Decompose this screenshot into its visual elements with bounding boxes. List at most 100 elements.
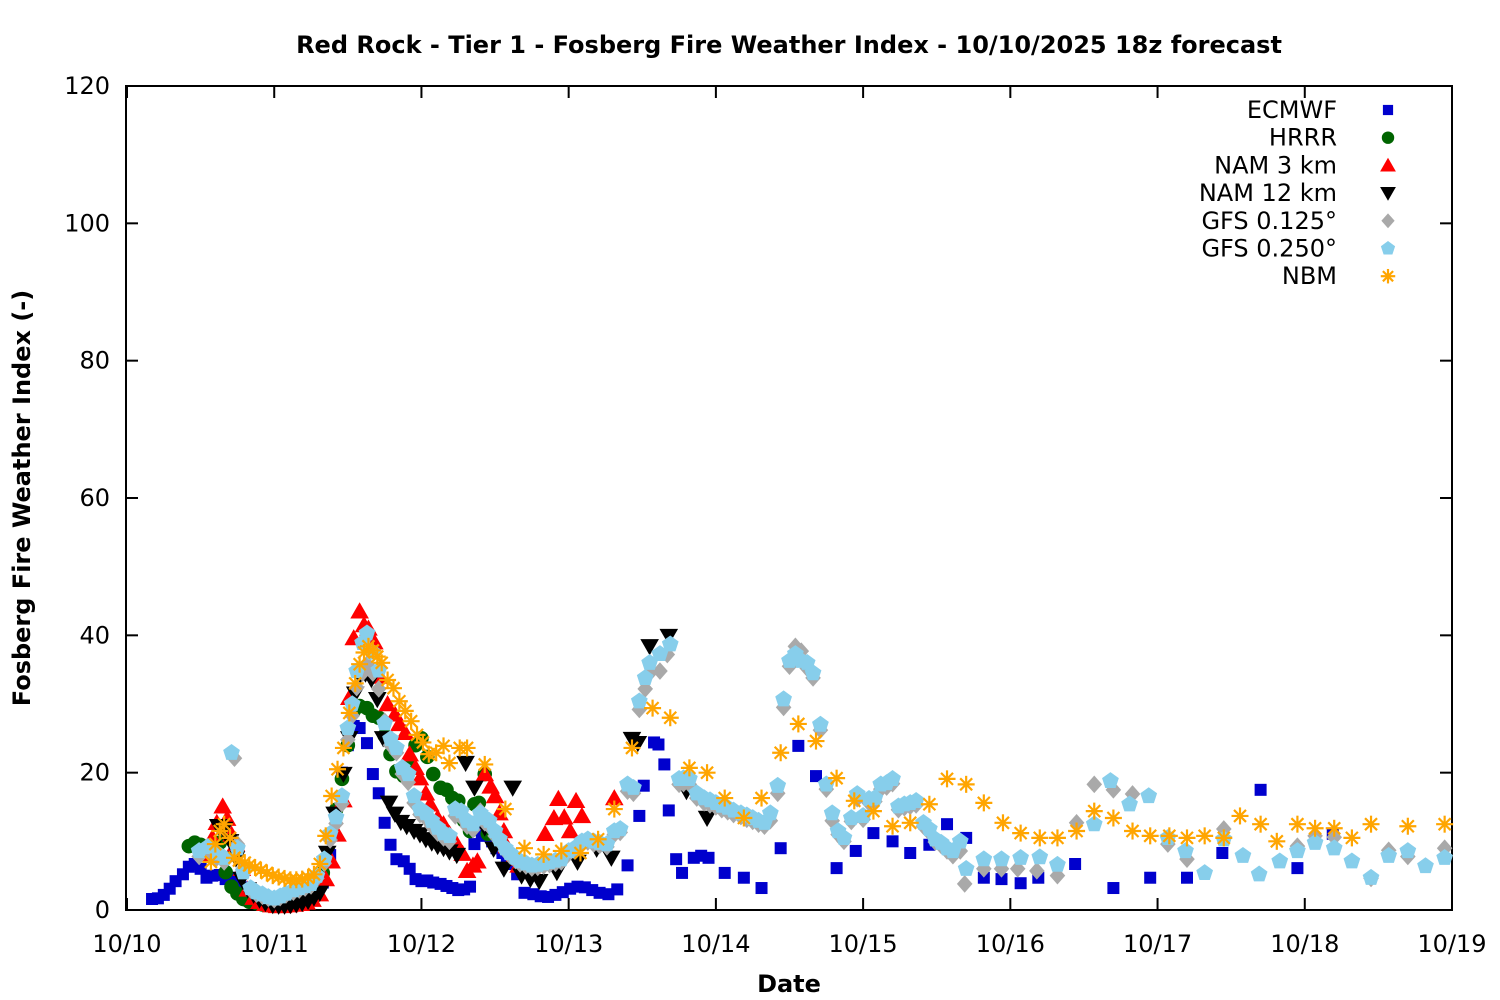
data-point [993,850,1010,867]
data-point [661,709,679,727]
x-tick-label: 10/17 [1123,930,1192,958]
data-point [311,855,329,873]
legend-item-gfs-0-125: GFS 0.125° [1201,207,1395,235]
data-point [1291,862,1304,875]
data-point [211,822,229,840]
data-point [755,882,768,895]
data-point [886,835,899,848]
legend-item-nbm: NBM [1282,262,1396,290]
legend-item-ecmwf: ECMWF [1247,96,1394,124]
data-point [737,871,750,884]
y-tick-label: 20 [79,759,110,787]
data-point [317,827,335,845]
data-point [956,875,973,893]
data-point [464,880,477,893]
data-point [1343,829,1361,847]
data-point [399,765,417,782]
data-point [334,739,352,757]
data-point [1012,824,1030,842]
data-point [698,764,716,782]
data-point [995,873,1008,886]
data-point [1216,847,1229,860]
data-point [1140,787,1158,804]
data-point [901,814,919,832]
data-point [366,768,379,781]
legend-item-gfs-0-250: GFS 0.250° [1201,235,1396,263]
data-point [807,732,825,750]
data-point [628,735,648,753]
data-point [605,800,623,818]
data-point [1362,815,1380,833]
data-point [554,808,574,825]
data-point [447,847,467,865]
data-point [339,719,357,736]
data-point [1306,833,1324,850]
data-point [828,769,846,787]
data-point [718,866,731,879]
data-point [716,789,734,807]
data-point [465,780,484,797]
legend-label: ECMWF [1247,96,1337,124]
data-point [403,862,416,875]
data-point [535,824,555,841]
legend-label: NAM 12 km [1199,179,1337,207]
y-tick-label: 40 [79,621,110,649]
data-point [993,860,1010,878]
data-point [1178,829,1196,847]
legend-label: NBM [1282,262,1337,290]
data-point [1031,848,1049,865]
data-point [340,704,358,722]
legend-label: GFS 0.250° [1201,235,1337,263]
data-point [458,739,476,757]
data-point [1069,857,1082,870]
data-point [358,624,376,641]
data-point [1417,857,1434,874]
data-point [636,669,654,686]
data-point [975,850,993,867]
legend-triangle-down-icon [1380,186,1396,201]
data-point [1325,839,1343,856]
data-point [378,695,397,712]
data-point [761,804,779,821]
data-point [1121,795,1138,812]
data-point [346,674,364,692]
data-point [849,844,862,857]
data-point [1399,817,1417,835]
data-point [373,654,391,672]
data-point [360,737,373,750]
data-point [334,794,350,813]
data-point [633,809,646,822]
data-point [560,822,580,839]
data-point [218,864,233,880]
series-gfs-0-250 [190,624,1454,906]
data-point [1181,871,1193,884]
data-point [385,806,405,823]
data-point [611,820,629,837]
data-point [402,712,420,730]
data-point [1288,815,1306,833]
x-tick-label: 10/19 [1417,930,1486,958]
x-tick-label: 10/16 [976,930,1045,958]
data-point [864,802,882,820]
data-point [884,770,901,786]
data-point [907,792,925,808]
data-point [1380,846,1398,863]
data-point [810,770,822,783]
data-point [1399,842,1417,859]
data-point [772,744,790,762]
data-point [1102,772,1119,789]
data-point [1014,877,1027,890]
data-point [572,806,592,824]
data-point [223,743,240,760]
data-point [621,859,634,872]
data-point [202,853,220,871]
data-point [350,602,369,619]
data-point [830,862,843,875]
data-point [494,861,514,878]
data-point [1436,815,1454,833]
data-point [1048,829,1066,847]
data-point [566,791,586,809]
data-point [384,679,402,697]
data-point [652,662,668,680]
